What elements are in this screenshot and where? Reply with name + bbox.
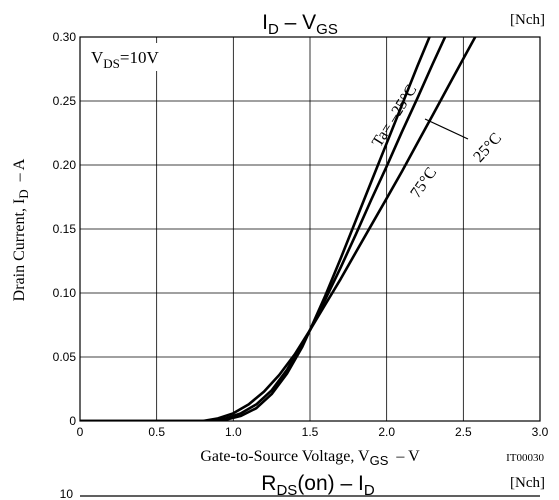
x-tick-label: 0	[77, 425, 84, 439]
series-label-75: 75°C	[407, 164, 440, 201]
y-tick-label: 0.30	[53, 30, 77, 44]
x-tick-label: 1.5	[302, 425, 319, 439]
grid	[80, 37, 540, 421]
series-label-25: 25°C	[470, 130, 505, 166]
second-chart-tag: [Nch]	[510, 475, 545, 491]
condition-label: VDS=10V	[91, 48, 159, 71]
x-tick-label: 2.0	[378, 425, 395, 439]
series-label-minus25: Ta= –25°C	[369, 82, 420, 150]
y-axis-label: Drain Current, ID– A	[11, 158, 31, 301]
curve-ta-minus25	[80, 37, 431, 421]
second-chart-title: RDS(on) – ID	[261, 472, 375, 499]
condition-box	[86, 43, 176, 71]
x-tick-label: 2.5	[455, 425, 472, 439]
plot-frame	[79, 36, 541, 422]
figure-code: IT00030	[506, 452, 544, 464]
chart-title: ID – VGS	[262, 11, 338, 38]
x-tick-label: 0.5	[148, 425, 165, 439]
tick-labels: 0 0.5 1.0 1.5 2.0 2.5 3.0 0 0.05 0.10 0.15 0.20 0.25…	[53, 30, 549, 439]
y-tick-label: 0	[69, 414, 76, 428]
x-tick-label: 3.0	[532, 425, 549, 439]
curve-ta-25	[80, 37, 447, 421]
y-tick-label: 0.25	[53, 94, 77, 108]
y-tick-label: 0.10	[53, 286, 77, 300]
pointer-line-25	[424, 118, 469, 140]
x-tick-label: 1.0	[225, 425, 242, 439]
curves	[80, 37, 477, 421]
y-tick-label: 0.15	[53, 222, 77, 236]
curve-ta-75	[80, 37, 477, 421]
nch-tag: [Nch]	[510, 12, 545, 28]
y-tick-label: 0.20	[53, 158, 77, 172]
y-tick-label: 0.05	[53, 350, 77, 364]
x-axis-label: Gate-to-Source Voltage, VGS – V	[200, 448, 420, 468]
second-chart-y-tick: 10	[60, 487, 74, 500]
